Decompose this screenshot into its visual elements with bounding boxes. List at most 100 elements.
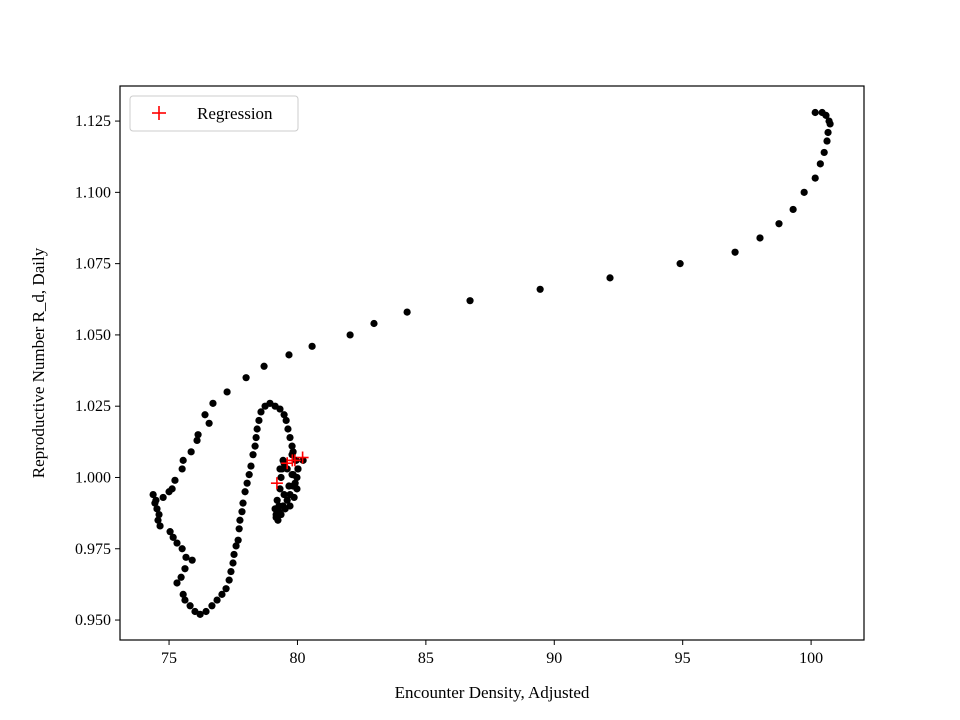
data-point [824, 128, 832, 137]
data-point [252, 433, 260, 442]
data-point [229, 559, 237, 567]
data-point [676, 260, 684, 268]
data-point [789, 205, 797, 214]
legend-plus-marker-icon [152, 106, 166, 120]
y-axis-label: Reproductive Number R_d, Daily [29, 247, 48, 478]
data-point [249, 451, 257, 459]
x-tick-label: 100 [799, 650, 823, 667]
regression-point [288, 454, 301, 467]
y-tick-label: 1.050 [75, 327, 111, 344]
marks-layer [149, 108, 834, 618]
y-tick-label: 1.125 [75, 113, 111, 130]
data-point [276, 465, 284, 473]
y-tick-label: 1.000 [75, 469, 111, 486]
data-point [289, 471, 297, 479]
data-point [290, 493, 298, 502]
x-tick-label: 80 [289, 650, 305, 667]
data-point [171, 476, 179, 484]
legend-label-regression: Regression [197, 104, 273, 123]
data-point [173, 579, 181, 587]
data-point [181, 596, 189, 604]
data-point [194, 431, 202, 439]
data-point [227, 567, 235, 576]
data-point [232, 542, 240, 550]
data-point [173, 539, 181, 547]
regression-point [296, 451, 309, 464]
y-axis: 0.950 0.975 1.000 1.025 1.050 1.075 1.100 1.125 [75, 113, 120, 629]
x-tick-label: 90 [546, 650, 562, 667]
data-point [811, 108, 819, 117]
data-point [151, 499, 159, 507]
data-point [282, 416, 290, 425]
data-point [153, 505, 161, 513]
data-point [166, 528, 174, 536]
data-point [179, 590, 187, 598]
data-point [277, 473, 285, 482]
data-point [281, 505, 289, 513]
data-point [193, 436, 201, 445]
y-tick-label: 0.950 [75, 612, 111, 629]
data-point [276, 405, 284, 413]
data-point [155, 510, 163, 519]
data-point [225, 576, 233, 584]
data-point [159, 493, 167, 502]
data-point [286, 433, 294, 442]
data-point [466, 297, 474, 305]
data-point [370, 319, 378, 328]
data-point [187, 448, 195, 456]
data-point [196, 610, 204, 618]
data-point [280, 411, 288, 419]
data-point [288, 442, 296, 450]
data-point [253, 425, 261, 433]
data-point [285, 482, 293, 490]
data-point [775, 220, 783, 228]
x-axis: 75 80 85 90 95 100 [161, 640, 823, 667]
data-point [239, 499, 247, 507]
data-point [188, 556, 196, 564]
data-point [243, 479, 251, 487]
data-point [283, 496, 291, 504]
data-point [235, 525, 243, 533]
data-point [222, 585, 230, 593]
data-point [820, 148, 828, 157]
data-point [208, 602, 216, 610]
data-point [177, 573, 185, 581]
data-point [403, 308, 411, 316]
data-point [223, 388, 231, 396]
data-point [201, 411, 209, 419]
data-point [800, 188, 808, 196]
x-tick-label: 85 [418, 650, 434, 667]
data-point [178, 545, 186, 553]
data-point [230, 550, 238, 559]
regression-point [270, 477, 283, 490]
data-point [255, 416, 263, 425]
data-point [186, 602, 194, 610]
data-point [182, 553, 190, 561]
data-point [275, 502, 283, 510]
data-point [811, 174, 819, 182]
y-tick-label: 1.100 [75, 184, 111, 201]
plot-frame [119, 85, 865, 641]
data-point [276, 485, 284, 493]
data-point [260, 362, 268, 370]
y-tick-label: 0.975 [75, 541, 111, 558]
data-point [242, 374, 250, 382]
data-point [284, 425, 292, 433]
data-point [308, 342, 316, 350]
data-point [823, 137, 831, 145]
data-point [205, 419, 213, 427]
data-point [154, 516, 162, 524]
y-tick-label: 1.025 [75, 398, 111, 415]
x-axis-label: Encounter Density, Adjusted [395, 683, 590, 702]
data-point [149, 490, 157, 499]
data-point [213, 596, 221, 604]
data-point [245, 471, 253, 479]
data-point [156, 522, 164, 530]
data-point [291, 479, 299, 487]
data-point [606, 274, 614, 282]
legend-box [129, 95, 299, 132]
data-point [274, 516, 282, 524]
data-point [165, 488, 173, 496]
data-point [179, 456, 187, 464]
data-point [238, 508, 246, 516]
